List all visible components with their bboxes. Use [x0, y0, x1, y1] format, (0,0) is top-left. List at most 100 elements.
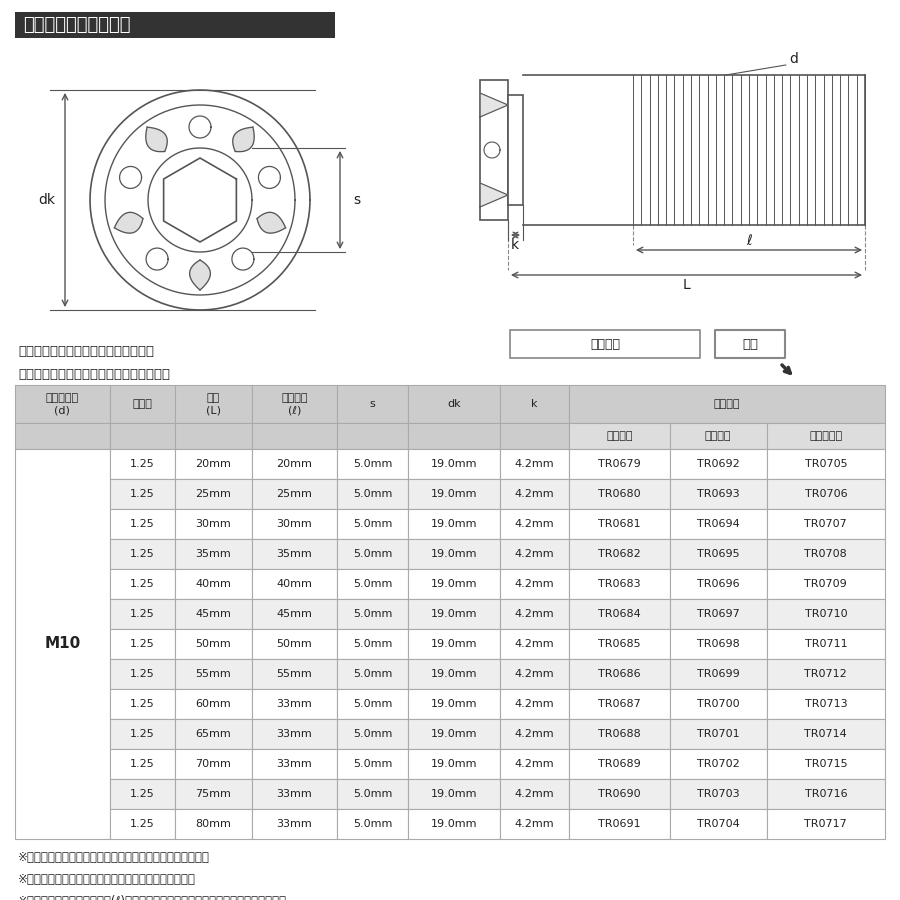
Bar: [670, 809, 767, 839]
Text: 商品番号: 商品番号: [590, 338, 620, 350]
Text: TR0698: TR0698: [697, 639, 740, 649]
Text: M10: M10: [44, 636, 80, 652]
Bar: [252, 809, 337, 839]
Polygon shape: [480, 93, 508, 117]
Text: TR0691: TR0691: [598, 819, 641, 829]
Bar: [767, 719, 885, 749]
Bar: [569, 779, 670, 809]
Text: ※虹色は個体差により着色が異なる場合がございます。: ※虹色は個体差により着色が異なる場合がございます。: [18, 873, 196, 886]
Bar: [767, 449, 885, 479]
Text: 1.25: 1.25: [130, 699, 155, 709]
Bar: [110, 719, 175, 749]
Bar: [110, 779, 175, 809]
Bar: [252, 569, 337, 599]
Bar: [408, 659, 500, 689]
Text: ℓ: ℓ: [746, 234, 751, 248]
Text: 60mm: 60mm: [195, 699, 231, 709]
Bar: [408, 385, 500, 423]
Bar: [175, 479, 252, 509]
Polygon shape: [257, 212, 285, 233]
Text: ネジの呼び
(d): ネジの呼び (d): [46, 392, 79, 415]
Text: 4.2mm: 4.2mm: [515, 639, 554, 649]
Text: 35mm: 35mm: [195, 549, 231, 559]
Bar: [500, 539, 569, 569]
Text: TR0712: TR0712: [805, 669, 847, 679]
Bar: [337, 385, 408, 423]
Text: TR0687: TR0687: [598, 699, 641, 709]
Text: 50mm: 50mm: [276, 639, 312, 649]
Polygon shape: [114, 212, 143, 233]
Text: 1.25: 1.25: [130, 639, 155, 649]
Text: TR0717: TR0717: [805, 819, 847, 829]
Bar: [252, 385, 337, 423]
Bar: [252, 749, 337, 779]
Bar: [252, 719, 337, 749]
Text: 4.2mm: 4.2mm: [515, 549, 554, 559]
Bar: [15, 449, 110, 839]
Text: TR0692: TR0692: [697, 459, 740, 469]
Text: 33mm: 33mm: [276, 759, 312, 769]
Bar: [508, 95, 523, 205]
Text: 4.2mm: 4.2mm: [515, 489, 554, 499]
Bar: [569, 479, 670, 509]
Text: 5.0mm: 5.0mm: [353, 579, 392, 589]
Bar: [175, 719, 252, 749]
Text: TR0697: TR0697: [697, 609, 740, 619]
Bar: [110, 629, 175, 659]
Bar: [569, 509, 670, 539]
Text: 33mm: 33mm: [276, 729, 312, 739]
Text: TR0711: TR0711: [805, 639, 847, 649]
Bar: [767, 569, 885, 599]
Bar: [175, 539, 252, 569]
Bar: [408, 689, 500, 719]
Bar: [252, 689, 337, 719]
Text: 19.0mm: 19.0mm: [431, 639, 477, 649]
Bar: [252, 599, 337, 629]
Text: 33mm: 33mm: [276, 699, 312, 709]
Bar: [767, 539, 885, 569]
Bar: [670, 689, 767, 719]
Bar: [175, 509, 252, 539]
Bar: [252, 539, 337, 569]
Text: TR0690: TR0690: [598, 789, 641, 799]
Text: 19.0mm: 19.0mm: [431, 609, 477, 619]
Bar: [337, 509, 408, 539]
Bar: [670, 779, 767, 809]
Bar: [110, 689, 175, 719]
Text: 5.0mm: 5.0mm: [353, 789, 392, 799]
Bar: [110, 539, 175, 569]
Bar: [670, 479, 767, 509]
Bar: [252, 779, 337, 809]
Bar: [110, 569, 175, 599]
Bar: [175, 599, 252, 629]
Text: TR0683: TR0683: [598, 579, 641, 589]
Text: L: L: [682, 278, 690, 292]
Bar: [408, 449, 500, 479]
Bar: [175, 569, 252, 599]
Bar: [408, 809, 500, 839]
Text: 1.25: 1.25: [130, 669, 155, 679]
Text: TR0703: TR0703: [697, 789, 740, 799]
Text: ネジ長さ
(ℓ): ネジ長さ (ℓ): [281, 392, 308, 415]
Bar: [337, 809, 408, 839]
Bar: [670, 629, 767, 659]
Bar: [15, 12, 335, 38]
Text: 70mm: 70mm: [195, 759, 231, 769]
Text: dk: dk: [447, 399, 461, 409]
Bar: [500, 479, 569, 509]
Text: 4.2mm: 4.2mm: [515, 579, 554, 589]
Text: dk: dk: [38, 193, 55, 207]
Bar: [408, 509, 500, 539]
Bar: [767, 659, 885, 689]
Text: s: s: [353, 193, 360, 207]
Polygon shape: [146, 127, 167, 152]
Bar: [670, 599, 767, 629]
Text: 33mm: 33mm: [276, 819, 312, 829]
Bar: [670, 423, 767, 449]
Bar: [569, 749, 670, 779]
Bar: [110, 659, 175, 689]
Bar: [175, 809, 252, 839]
Text: 4.2mm: 4.2mm: [515, 519, 554, 529]
Text: 19.0mm: 19.0mm: [431, 459, 477, 469]
Text: TR0708: TR0708: [805, 549, 847, 559]
